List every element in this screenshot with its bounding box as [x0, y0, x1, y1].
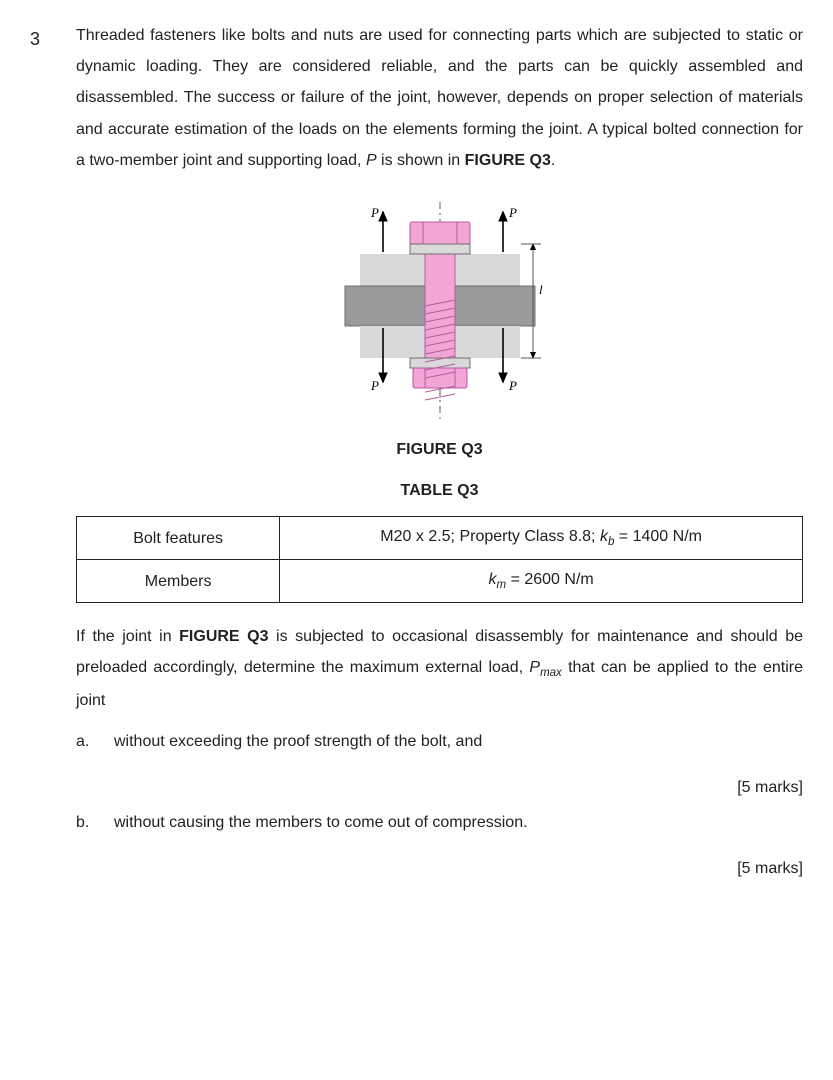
table-row: Members km = 2600 N/m: [77, 560, 803, 603]
table-caption: TABLE Q3: [76, 475, 803, 506]
intro-text-2: is shown in: [377, 152, 465, 169]
intro-text-3: .: [551, 152, 555, 169]
row1-value: km = 2600 N/m: [280, 560, 803, 603]
figure-caption: FIGURE Q3: [76, 434, 803, 465]
table-row: Bolt features M20 x 2.5; Property Class …: [77, 517, 803, 560]
svg-text:l: l: [539, 282, 543, 297]
figure-ref-2: FIGURE Q3: [179, 628, 268, 645]
bolted-joint-figure: P P P P l: [305, 194, 575, 424]
question-body: Threaded fasteners like bolts and nuts a…: [76, 20, 803, 892]
subpart-b-label: b.: [76, 811, 96, 835]
svg-text:P: P: [370, 205, 379, 220]
subpart-b-marks: [5 marks]: [76, 859, 803, 878]
figure-ref: FIGURE Q3: [465, 152, 551, 169]
intro-paragraph: Threaded fasteners like bolts and nuts a…: [76, 20, 803, 176]
subpart-a-marks: [5 marks]: [76, 778, 803, 797]
svg-text:P: P: [508, 378, 517, 393]
subpart-a-label: a.: [76, 730, 96, 754]
subpart-b-text: without causing the members to come out …: [114, 811, 528, 835]
load-symbol: P: [366, 152, 377, 169]
subpart-b: b. without causing the members to come o…: [76, 811, 803, 835]
svg-text:P: P: [508, 205, 517, 220]
question-number: 3: [30, 20, 48, 57]
row0-value: M20 x 2.5; Property Class 8.8; kb = 1400…: [280, 517, 803, 560]
subpart-a: a. without exceeding the proof strength …: [76, 730, 803, 754]
intro-text-1: Threaded fasteners like bolts and nuts a…: [76, 27, 803, 169]
row0-label: Bolt features: [77, 517, 280, 560]
svg-text:P: P: [370, 378, 379, 393]
figure-container: P P P P l: [76, 194, 803, 424]
row1-label: Members: [77, 560, 280, 603]
data-table: Bolt features M20 x 2.5; Property Class …: [76, 516, 803, 603]
after-table-paragraph: If the joint in FIGURE Q3 is subjected t…: [76, 621, 803, 716]
subpart-a-text: without exceeding the proof strength of …: [114, 730, 482, 754]
